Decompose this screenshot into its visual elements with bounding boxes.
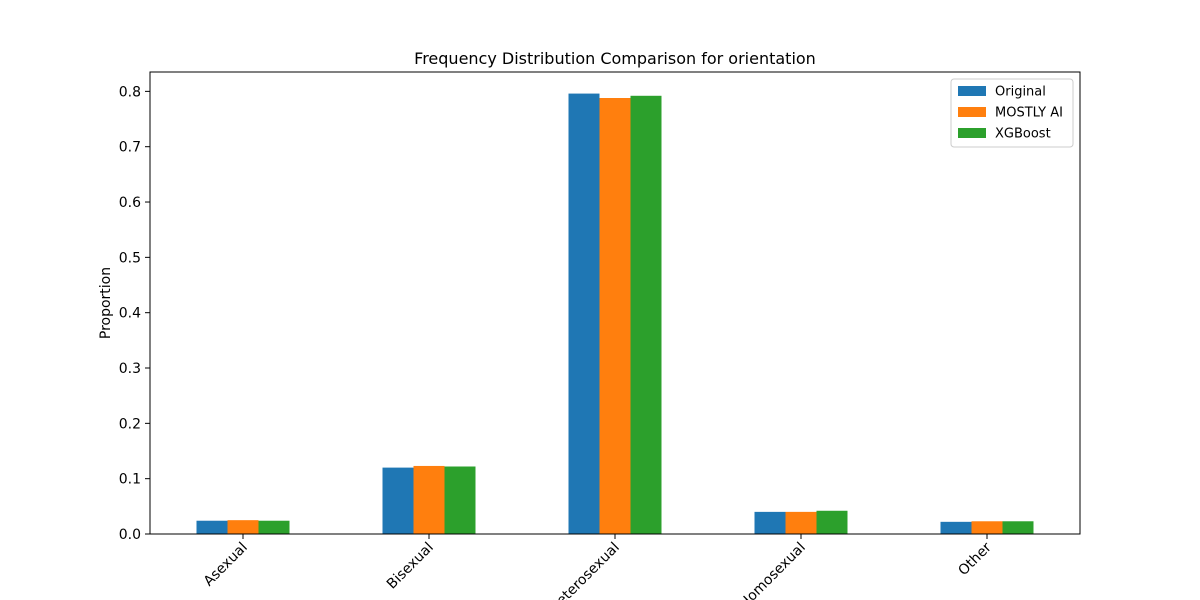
bar-original-asexual — [196, 520, 228, 534]
y-tick-label: 0.1 — [119, 472, 141, 488]
legend-label: MOSTLY AI — [995, 106, 1063, 121]
legend-swatch — [958, 128, 986, 138]
bar-mostly-ai-other — [971, 521, 1003, 534]
bars-group — [196, 93, 1034, 535]
y-tick-label: 0.3 — [119, 361, 141, 377]
bar-xgboost-asexual — [258, 520, 290, 534]
plot-frame — [149, 71, 1081, 535]
x-tick-label: Other — [955, 539, 995, 579]
y-tick-label: 0.6 — [119, 195, 141, 211]
legend-label: XGBoost — [995, 127, 1051, 142]
bar-xgboost-other — [1002, 521, 1034, 534]
bar-mostly-ai-bisexual — [413, 465, 445, 534]
bar-xgboost-bisexual — [444, 466, 476, 534]
legend-swatch — [958, 107, 986, 117]
x-tick-label: Homosexual — [736, 540, 809, 600]
chart-title: Frequency Distribution Comparison for or… — [414, 49, 816, 68]
y-tick-label: 0.4 — [119, 306, 141, 322]
bar-xgboost-heterosexual — [630, 95, 662, 534]
legend-label: Original — [995, 85, 1046, 100]
bar-original-other — [940, 521, 972, 534]
y-tick-label: 0.0 — [119, 527, 141, 543]
legend: Original MOSTLY AI XGBoost — [950, 78, 1074, 148]
legend-swatch — [958, 86, 986, 96]
bar-mostly-ai-homosexual — [785, 511, 817, 534]
x-tick-label: Heterosexual — [546, 540, 623, 600]
y-tick-label: 0.7 — [119, 140, 141, 156]
bar-mostly-ai-asexual — [227, 520, 259, 534]
y-tick-label: 0.8 — [119, 84, 141, 100]
y-tick-label: 0.2 — [119, 416, 141, 432]
bar-original-bisexual — [382, 467, 414, 534]
bar-mostly-ai-heterosexual — [599, 98, 631, 534]
y-axis-label: Proportion — [98, 267, 114, 339]
bar-original-heterosexual — [568, 93, 600, 535]
y-tick-label: 0.5 — [119, 250, 141, 266]
bar-xgboost-homosexual — [816, 510, 848, 534]
x-tick-label: Bisexual — [384, 540, 437, 593]
bar-original-homosexual — [754, 511, 786, 534]
x-tick-label: Asexual — [201, 540, 251, 590]
